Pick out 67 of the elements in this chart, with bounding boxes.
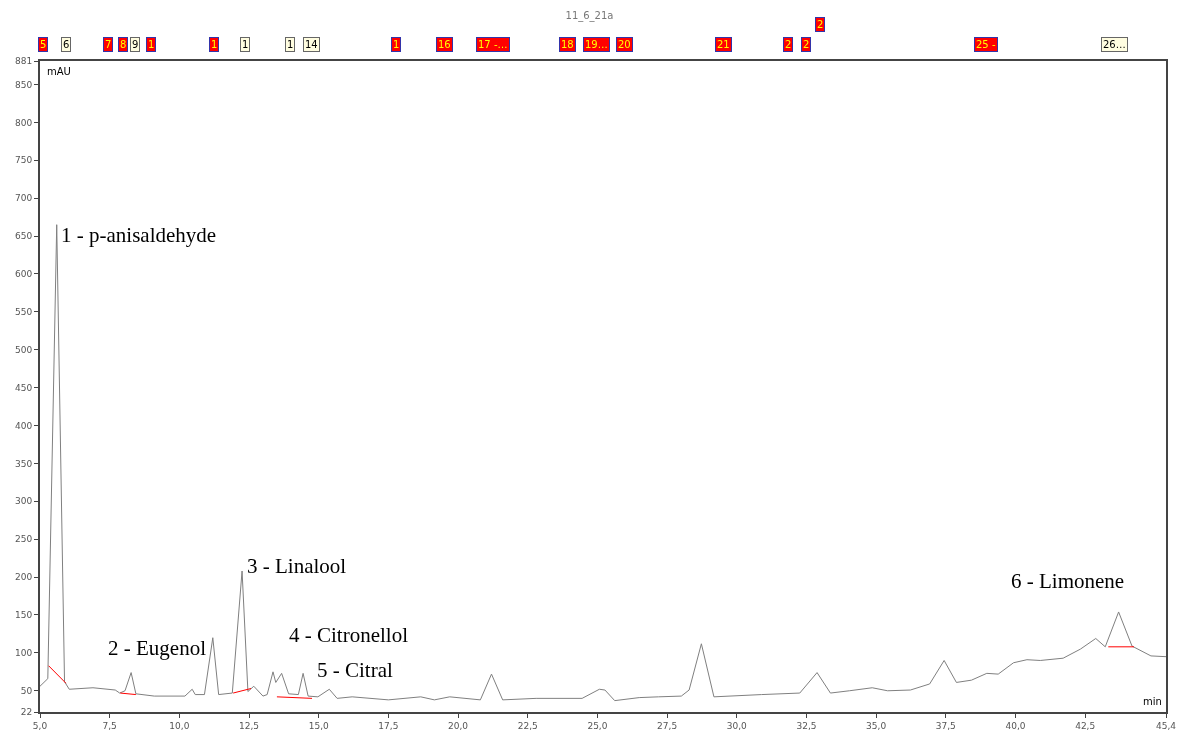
y-tick-label: 450 [15,382,33,393]
x-tick-label: 37,5 [935,720,956,731]
text: 17 -… [478,39,508,50]
text: 8 [120,39,127,50]
y-tick-label: 550 [15,307,33,317]
y-tick-label: 650 [15,231,33,242]
annotation: 3 - Linalool [247,554,347,578]
y-tick-label: 400 [15,420,33,431]
text: 14 [305,39,318,50]
x-tick-label: 27,5 [657,720,678,731]
x-tick-label: 7,5 [102,720,117,731]
annotation: 4 - Citronellol [289,623,409,647]
x-tick-label: 25,0 [587,720,608,731]
y-tick-label: 100 [15,648,33,659]
y-tick-label: 22 [20,707,33,718]
text: 2 [785,39,792,50]
x-tick-label: 32,5 [796,720,817,731]
y-tick-label: 850 [15,79,33,90]
text: 1 [393,39,400,50]
text: 19… [585,39,608,50]
y-tick-label: 600 [15,269,33,280]
y-tick-label: 700 [15,193,33,204]
text: 7 [105,39,112,50]
x-tick-label: 22,5 [517,720,538,731]
y-tick-label: 150 [15,610,33,621]
text: 16 [438,39,451,50]
chart-title: 11_6_21a [565,10,614,22]
annotation: 1 - p-anisaldehyde [61,223,217,247]
y-tick-label: 300 [15,496,33,507]
y-tick-label: 800 [15,117,33,128]
text: 20 [618,39,631,50]
x-tick-label: 10,0 [169,720,190,731]
text: 1 [242,39,249,50]
x-tick-label: 17,5 [378,720,399,731]
annotation: 2 - Eugenol [108,636,207,660]
x-tick-label: 40,0 [1005,720,1026,731]
x-tick-label: 12,5 [239,720,260,731]
y-tick-label: 200 [15,572,33,583]
text: 6 [63,39,70,50]
text: 9 [132,39,139,50]
x-tick-label: 35,0 [866,720,887,731]
text: 18 [561,39,574,50]
y-axis-title: mAU [47,66,71,77]
text: 25 - [976,39,996,50]
x-axis-title: min [1143,696,1162,707]
x-tick-label: 30,0 [726,720,748,731]
y-tick-label: 350 [15,458,33,469]
text: 1 [148,39,155,50]
text: 1 [287,39,294,50]
y-tick-label: 881 [15,56,33,67]
text: 21 [717,39,730,50]
x-tick-label: 42,5 [1075,720,1096,731]
text: 2 [803,39,810,50]
text: 2 [817,19,824,30]
y-tick-label: 50 [20,685,33,696]
y-tick-label: 750 [15,155,33,166]
annotation: 5 - Citral [317,658,393,682]
text: 5 [40,39,47,50]
text: 26… [1103,39,1126,50]
x-tick-label: 45,4 [1155,720,1177,731]
text: 1 [211,39,218,50]
y-tick-label: 500 [15,344,33,355]
x-tick-label: 15,0 [308,720,329,731]
annotation: 6 - Limonene [1011,569,1125,593]
x-tick-label: 5,0 [32,720,48,731]
x-tick-label: 20,0 [448,720,469,731]
y-tick-label: 250 [15,534,33,545]
